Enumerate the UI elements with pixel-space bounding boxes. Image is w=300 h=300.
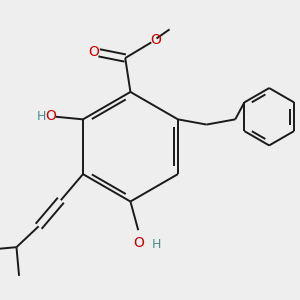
Text: O: O [46, 109, 56, 123]
Text: H: H [151, 238, 161, 251]
Text: H: H [36, 110, 46, 123]
Text: O: O [133, 236, 144, 250]
Text: O: O [150, 33, 161, 47]
Text: O: O [88, 45, 99, 59]
